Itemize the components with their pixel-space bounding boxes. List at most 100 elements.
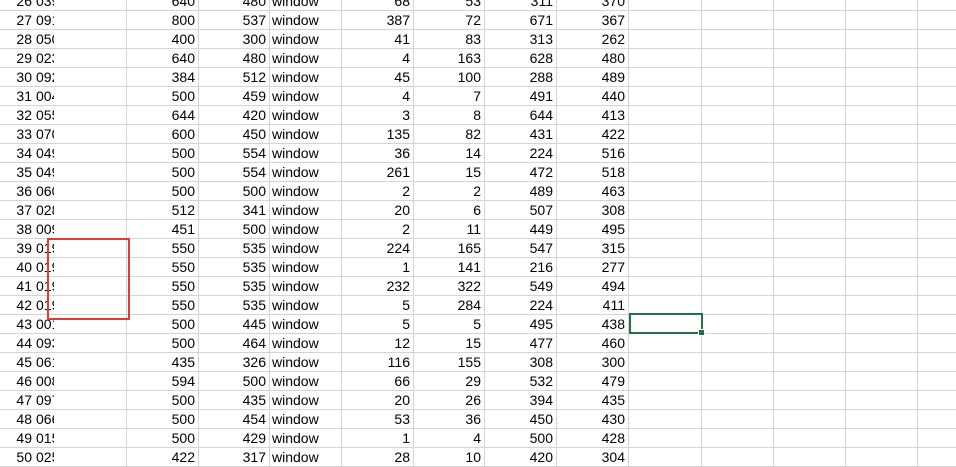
cell-xmin[interactable]: 20	[342, 201, 414, 220]
cell-type[interactable]: window	[270, 334, 342, 353]
cell-height[interactable]: 554	[199, 163, 270, 182]
cell-xmax[interactable]: 224	[485, 296, 557, 315]
cell-empty[interactable]	[918, 258, 956, 277]
cell-empty[interactable]	[918, 87, 956, 106]
cell-xmax[interactable]: 489	[485, 182, 557, 201]
cell-empty[interactable]	[918, 220, 956, 239]
cell-height[interactable]: 500	[199, 182, 270, 201]
cell-empty[interactable]	[918, 353, 956, 372]
cell-xmin[interactable]: 45	[342, 68, 414, 87]
cell-empty[interactable]	[774, 30, 846, 49]
cell-height[interactable]: 459	[199, 87, 270, 106]
cell-empty[interactable]	[54, 0, 127, 11]
cell-empty[interactable]	[702, 315, 774, 334]
cell-filename[interactable]: 44093.jpg	[0, 334, 54, 353]
cell-ymin[interactable]: 26	[414, 391, 485, 410]
cell-empty[interactable]	[629, 0, 702, 11]
cell-height[interactable]: 435	[199, 391, 270, 410]
cell-width[interactable]: 500	[127, 334, 199, 353]
cell-empty[interactable]	[774, 220, 846, 239]
cell-empty[interactable]	[774, 201, 846, 220]
cell-empty[interactable]	[918, 49, 956, 68]
cell-empty[interactable]	[54, 277, 127, 296]
cell-type[interactable]: window	[270, 372, 342, 391]
cell-type[interactable]: window	[270, 182, 342, 201]
cell-width[interactable]: 512	[127, 201, 199, 220]
cell-xmax[interactable]: 547	[485, 239, 557, 258]
cell-filename[interactable]: 47097.jpg	[0, 391, 54, 410]
cell-ymax[interactable]: 516	[557, 144, 629, 163]
cell-height[interactable]: 445	[199, 315, 270, 334]
cell-empty[interactable]	[846, 144, 918, 163]
cell-xmin[interactable]: 12	[342, 334, 414, 353]
cell-xmin[interactable]: 41	[342, 30, 414, 49]
cell-empty[interactable]	[629, 182, 702, 201]
cell-empty[interactable]	[918, 296, 956, 315]
cell-height[interactable]: 554	[199, 144, 270, 163]
cell-empty[interactable]	[629, 220, 702, 239]
cell-ymin[interactable]: 141	[414, 258, 485, 277]
cell-filename[interactable]: 37028.jpg	[0, 201, 54, 220]
cell-filename[interactable]: 42019.jpg	[0, 296, 54, 315]
cell-xmax[interactable]: 311	[485, 0, 557, 11]
cell-ymin[interactable]: 15	[414, 163, 485, 182]
cell-type[interactable]: window	[270, 49, 342, 68]
cell-filename[interactable]: 45061.jpg	[0, 353, 54, 372]
cell-empty[interactable]	[918, 201, 956, 220]
cell-ymin[interactable]: 8	[414, 106, 485, 125]
cell-empty[interactable]	[54, 144, 127, 163]
cell-height[interactable]: 480	[199, 0, 270, 11]
cell-height[interactable]: 500	[199, 220, 270, 239]
cell-filename[interactable]: 31004.jpg	[0, 87, 54, 106]
cell-ymax[interactable]: 411	[557, 296, 629, 315]
cell-ymin[interactable]: 163	[414, 49, 485, 68]
cell-height[interactable]: 341	[199, 201, 270, 220]
cell-empty[interactable]	[846, 315, 918, 334]
cell-width[interactable]: 550	[127, 239, 199, 258]
cell-ymax[interactable]: 277	[557, 258, 629, 277]
cell-empty[interactable]	[774, 68, 846, 87]
cell-type[interactable]: window	[270, 30, 342, 49]
cell-empty[interactable]	[54, 125, 127, 144]
cell-ymin[interactable]: 82	[414, 125, 485, 144]
cell-empty[interactable]	[629, 277, 702, 296]
cell-height[interactable]: 464	[199, 334, 270, 353]
cell-ymin[interactable]: 165	[414, 239, 485, 258]
cell-empty[interactable]	[774, 125, 846, 144]
cell-empty[interactable]	[54, 296, 127, 315]
cell-height[interactable]: 535	[199, 258, 270, 277]
cell-xmin[interactable]: 116	[342, 353, 414, 372]
cell-xmin[interactable]: 3	[342, 106, 414, 125]
cell-xmax[interactable]: 477	[485, 334, 557, 353]
cell-empty[interactable]	[846, 220, 918, 239]
cell-empty[interactable]	[702, 372, 774, 391]
cell-height[interactable]: 454	[199, 410, 270, 429]
cell-empty[interactable]	[702, 87, 774, 106]
cell-filename[interactable]: 41019.jpg	[0, 277, 54, 296]
cell-xmin[interactable]: 5	[342, 296, 414, 315]
cell-xmax[interactable]: 472	[485, 163, 557, 182]
cell-empty[interactable]	[702, 277, 774, 296]
cell-xmax[interactable]: 491	[485, 87, 557, 106]
cell-filename[interactable]: 33070.jpg	[0, 125, 54, 144]
cell-ymin[interactable]: 29	[414, 372, 485, 391]
cell-ymin[interactable]: 53	[414, 0, 485, 11]
cell-empty[interactable]	[54, 353, 127, 372]
cell-xmin[interactable]: 224	[342, 239, 414, 258]
cell-empty[interactable]	[54, 11, 127, 30]
cell-empty[interactable]	[702, 144, 774, 163]
cell-height[interactable]: 500	[199, 372, 270, 391]
cell-type[interactable]: window	[270, 315, 342, 334]
cell-empty[interactable]	[54, 220, 127, 239]
cell-empty[interactable]	[629, 11, 702, 30]
cell-empty[interactable]	[846, 372, 918, 391]
cell-xmin[interactable]: 2	[342, 220, 414, 239]
cell-empty[interactable]	[774, 315, 846, 334]
cell-ymin[interactable]: 72	[414, 11, 485, 30]
cell-type[interactable]: window	[270, 125, 342, 144]
cell-empty[interactable]	[702, 163, 774, 182]
cell-filename[interactable]: 32055.jpg	[0, 106, 54, 125]
cell-ymax[interactable]: 370	[557, 0, 629, 11]
cell-filename[interactable]: 36060.jpg	[0, 182, 54, 201]
